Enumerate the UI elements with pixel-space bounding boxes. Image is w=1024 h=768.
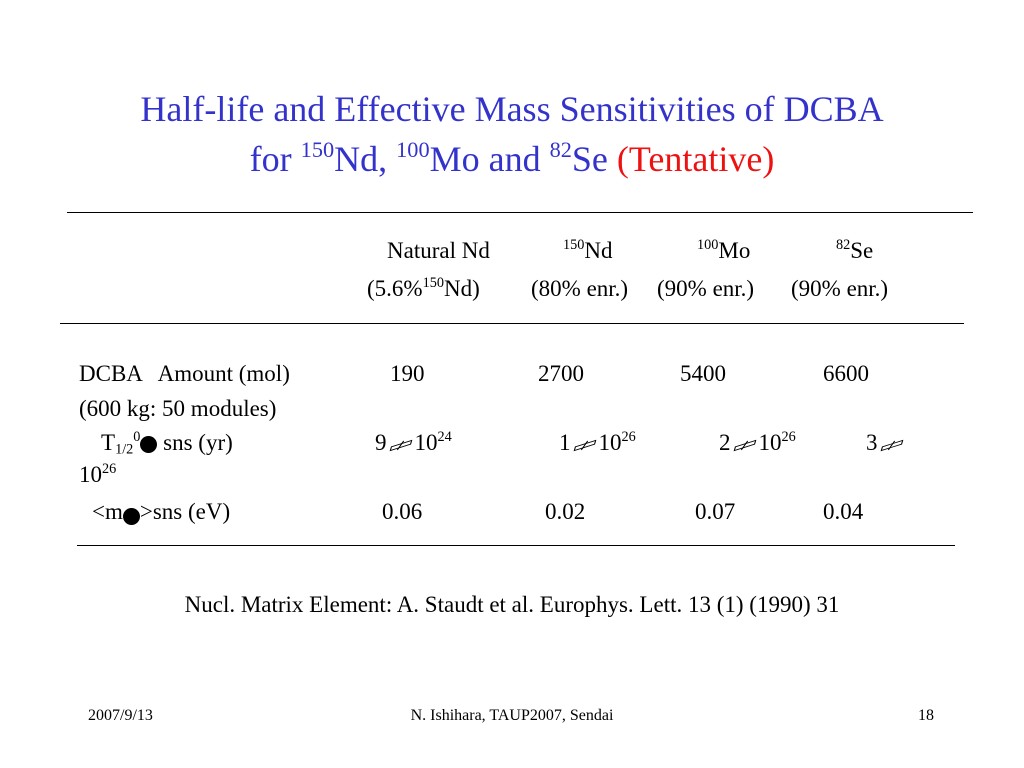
amount-natural-nd: 190 — [390, 361, 425, 386]
amount-se82: 6600 — [823, 361, 869, 386]
table-top-rule — [67, 212, 973, 213]
mo-symbol: Mo — [429, 139, 480, 179]
footer-page-number: 18 — [918, 707, 934, 724]
times-symbol-icon — [735, 439, 755, 451]
table-bottom-rule — [77, 545, 955, 546]
amount-mo100: 5400 — [680, 361, 726, 386]
footer-date: 2007/9/13 — [88, 707, 153, 724]
se-symbol: Se — [571, 139, 608, 179]
footer-author: N. Ishihara, TAUP2007, Sendai — [410, 707, 614, 724]
halflife-nd150: 1 1026 — [559, 429, 636, 455]
title-prefix: for — [249, 139, 301, 179]
times-symbol-icon — [575, 439, 595, 451]
amount-nd150: 2700 — [538, 361, 584, 386]
nd-mass-number: 150 — [300, 137, 335, 163]
header-nd150: 150Nd — [563, 237, 613, 263]
table-header-rule — [60, 323, 964, 324]
times-symbol-icon — [882, 439, 902, 451]
slide-title-text: Half-life and Effective Mass Sensitiviti… — [140, 89, 884, 129]
row-sublabel-modules: (600 kg: 50 modules) — [79, 396, 277, 421]
mass-se82: 0.04 — [823, 499, 864, 524]
row-label-amount: DCBA Amount (mol) — [79, 361, 290, 386]
slide-title-line-1: Half-life and Effective Mass Sensitiviti… — [0, 88, 1024, 130]
title-separator: and — [479, 139, 550, 179]
se-mass-number: 82 — [549, 137, 572, 163]
header-mo100: 100Mo — [697, 237, 751, 263]
mass-nd150: 0.02 — [545, 499, 586, 524]
halflife-mo100: 2 1026 — [719, 429, 796, 455]
mo-mass-number: 100 — [396, 137, 430, 163]
title-separator: , — [378, 139, 397, 179]
mass-natural-nd: 0.06 — [382, 499, 423, 524]
times-symbol-icon — [391, 439, 411, 451]
header-natural-nd: Natural Nd — [387, 238, 490, 263]
halflife-natural-nd: 9 1024 — [375, 429, 452, 455]
row-label-halflife: T1/20 sns (yr) — [101, 429, 233, 458]
header-se82: 82Se — [836, 237, 874, 263]
header-mo100-note: (90% enr.) — [657, 276, 755, 301]
halflife-se82-power: 1026 — [79, 461, 117, 487]
nu-glyph-dot — [122, 508, 140, 526]
slide-title-line-2: for 150Nd, 100Mo and 82Se (Tentative) — [0, 138, 1024, 180]
nu-glyph-dot — [140, 436, 158, 454]
tentative-label: (Tentative) — [616, 139, 775, 179]
header-se82-note: (90% enr.) — [791, 276, 889, 301]
halflife-se82-mantissa: 3 — [866, 430, 906, 456]
mass-mo100: 0.07 — [695, 499, 736, 524]
row-label-effective-mass: <m >sns (eV) — [92, 499, 231, 526]
header-natural-nd-note: (5.6%150Nd) — [367, 275, 480, 301]
header-nd150-note: (80% enr.) — [531, 276, 629, 301]
reference-note: Nucl. Matrix Element: A. Staudt et al. E… — [184, 592, 840, 617]
nd-symbol: Nd — [334, 139, 379, 179]
